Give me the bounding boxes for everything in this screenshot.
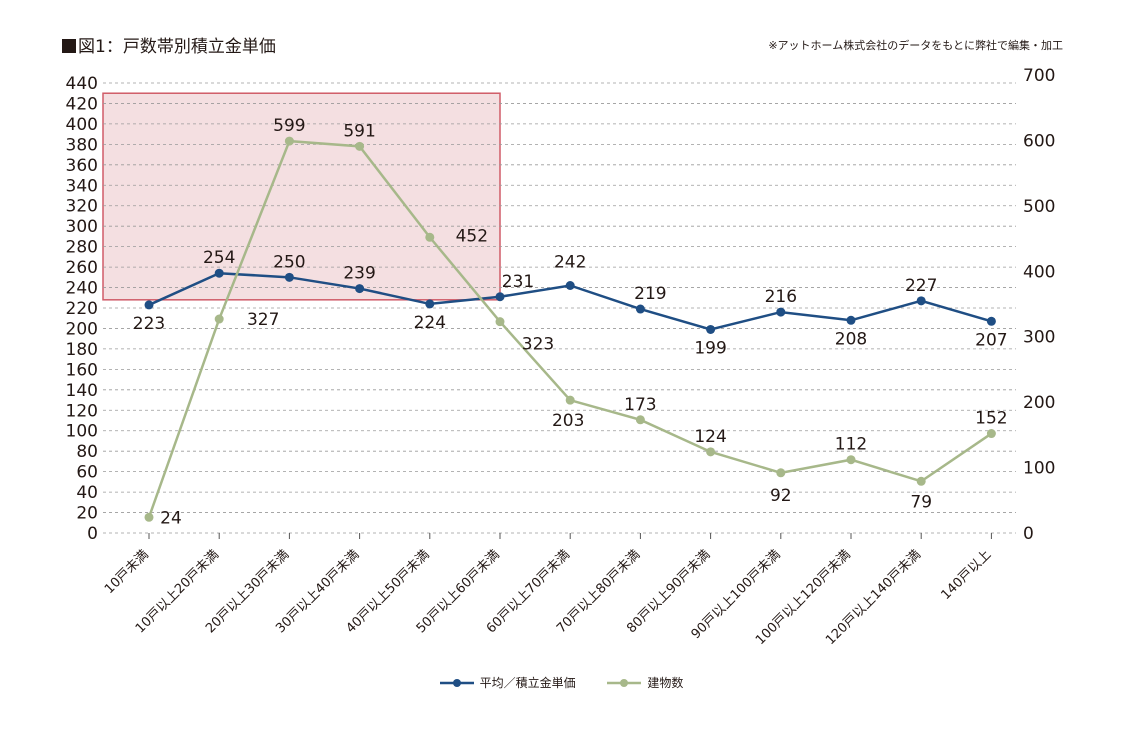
y-left-tick-label: 140 (66, 381, 98, 401)
y-left-tick-label: 120 (66, 401, 98, 421)
y-right-tick-label: 100 (1023, 459, 1055, 479)
y-left-tick-label: 260 (66, 258, 98, 278)
highlight-region (102, 92, 501, 301)
y-left-tick-label: 360 (66, 156, 98, 176)
legend: 平均／積立金単価 建物数 (0, 674, 1123, 691)
y-left-tick-label: 300 (66, 217, 98, 237)
count-point (706, 447, 716, 457)
count-data-label: 203 (552, 411, 584, 431)
y-left-tick-label: 280 (66, 238, 98, 258)
price-data-label: 254 (203, 248, 235, 268)
count-point (776, 468, 786, 478)
price-data-label: 223 (133, 314, 165, 334)
price-point (986, 316, 996, 326)
y-left-tick-label: 60 (76, 463, 98, 483)
count-data-label: 327 (247, 310, 279, 330)
y-left-tick-label: 320 (66, 197, 98, 217)
y-left-tick-label: 440 (66, 74, 98, 94)
count-point (635, 415, 645, 425)
y-left-tick-label: 340 (66, 176, 98, 196)
y-left-tick-label: 400 (66, 115, 98, 135)
count-point (986, 429, 996, 439)
y-left-tick-label: 420 (66, 94, 98, 114)
y-left-tick-label: 220 (66, 299, 98, 319)
price-point (846, 315, 856, 325)
y-right-tick-label: 200 (1023, 393, 1055, 413)
legend-item-price: 平均／積立金単価 (439, 674, 576, 691)
price-point (214, 268, 224, 278)
price-point (144, 300, 154, 310)
y-left-tick-label: 380 (66, 135, 98, 155)
count-point (144, 512, 154, 522)
y-right-tick-label: 300 (1023, 328, 1055, 348)
price-point (284, 272, 294, 282)
price-point (776, 307, 786, 317)
chart-title: 図1：戸数帯別積立金単価 (62, 32, 276, 57)
y-right-tick-label: 0 (1023, 524, 1034, 544)
count-data-label: 124 (694, 427, 726, 447)
title-square-icon (62, 39, 76, 53)
price-data-label: 231 (502, 272, 534, 292)
y-right-tick-label: 600 (1023, 131, 1055, 151)
legend-marker-price-icon (439, 678, 474, 687)
price-data-label: 250 (273, 252, 305, 272)
count-data-label: 152 (975, 409, 1007, 429)
y-left-tick-label: 180 (66, 340, 98, 360)
count-point (495, 317, 505, 327)
count-point (846, 455, 856, 465)
count-data-label: 173 (624, 395, 656, 415)
y-left-tick-label: 240 (66, 279, 98, 299)
price-point (495, 292, 505, 302)
count-data-label: 599 (273, 116, 305, 136)
count-data-label: 92 (770, 486, 792, 506)
count-point (284, 136, 294, 146)
price-data-label: 208 (835, 329, 867, 349)
y-left-tick-label: 200 (66, 319, 98, 339)
count-point (425, 232, 435, 242)
count-data-label: 591 (343, 121, 375, 141)
y-left-tick-label: 160 (66, 360, 98, 380)
price-point (706, 324, 716, 334)
x-tick-label: 10戸未満 (102, 547, 152, 597)
price-point (425, 299, 435, 309)
chart-title-text: 図1：戸数帯別積立金単価 (78, 37, 276, 57)
x-tick-label: 140戸以上 (938, 547, 994, 603)
price-data-label: 242 (554, 253, 586, 273)
count-data-label: 112 (835, 435, 867, 455)
y-left-tick-label: 100 (66, 422, 98, 442)
count-data-label: 79 (910, 492, 932, 512)
price-data-label: 219 (634, 284, 666, 304)
legend-marker-count-icon (607, 678, 642, 687)
count-data-label: 24 (160, 508, 182, 528)
source-note: ※アットホーム株式会社のデータをもとに弊社で編集・加工 (768, 39, 1063, 52)
price-point (565, 281, 575, 290)
y-right-tick-label: 700 (1023, 66, 1055, 86)
count-point (916, 476, 926, 486)
price-data-label: 199 (694, 338, 726, 358)
count-point (565, 395, 575, 405)
price-point (916, 296, 926, 306)
count-data-label: 323 (522, 335, 554, 355)
price-data-label: 227 (905, 276, 937, 296)
price-data-label: 239 (343, 264, 375, 284)
y-left-tick-label: 0 (87, 524, 98, 544)
price-data-label: 224 (414, 313, 446, 333)
y-left-tick-label: 40 (76, 483, 98, 503)
y-left-tick-label: 20 (76, 504, 98, 524)
legend-item-count: 建物数 (607, 674, 683, 691)
price-point (635, 304, 645, 314)
price-data-label: 216 (765, 287, 797, 307)
legend-label-count: 建物数 (647, 676, 684, 690)
count-data-label: 452 (456, 226, 488, 246)
price-data-label: 207 (975, 330, 1007, 350)
y-right-tick-label: 400 (1023, 262, 1055, 282)
price-point (355, 284, 365, 294)
y-right-tick-label: 500 (1023, 197, 1055, 217)
y-left-tick-label: 80 (76, 442, 98, 462)
legend-label-price: 平均／積立金単価 (479, 676, 576, 690)
count-point (355, 141, 365, 151)
count-point (214, 314, 224, 324)
